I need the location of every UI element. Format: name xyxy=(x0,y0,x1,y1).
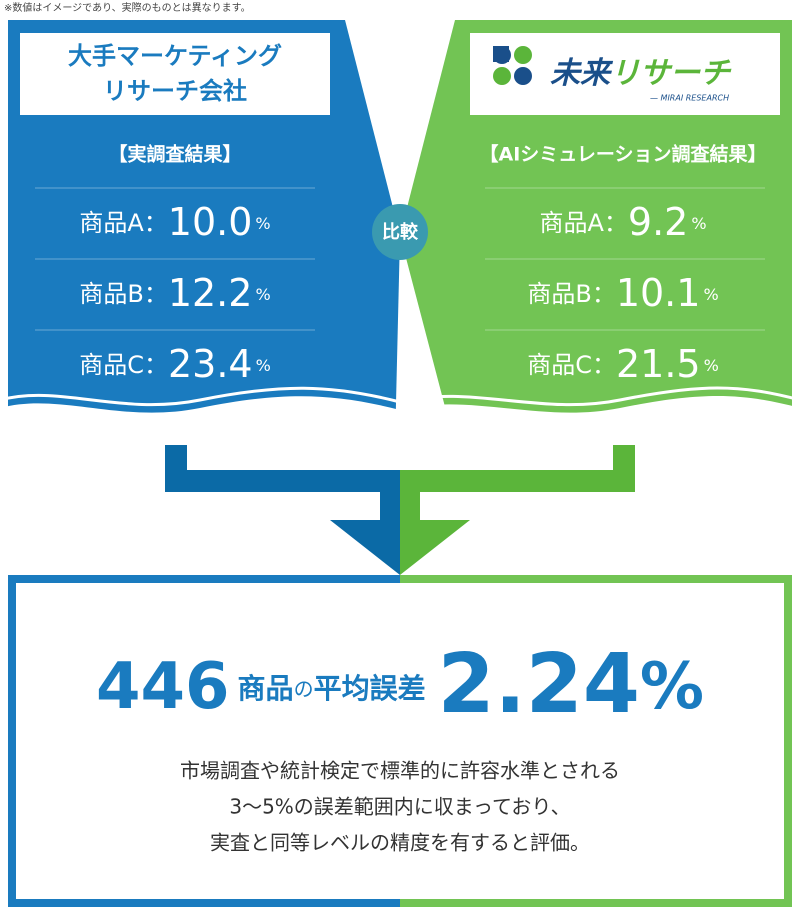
result-headline: 446 商品の平均誤差 2.24% xyxy=(96,637,704,732)
result-row: 商品A：10.0% xyxy=(79,200,270,244)
description: 市場調査や統計検定で標準的に許容水準とされる xyxy=(180,759,620,783)
product-value: 10.1 xyxy=(616,271,701,315)
logo-name-part: リサーチ xyxy=(610,56,732,91)
note: ※数値はイメージであり、実際のものとは異なります。 xyxy=(4,1,251,14)
result-row: 商品B：10.1% xyxy=(527,271,718,315)
product-label: 商品B： xyxy=(79,280,167,308)
product-label: 商品C： xyxy=(527,351,616,379)
logo-name: 未来リサーチ xyxy=(550,56,732,91)
company-name: 大手マーケティング xyxy=(68,42,282,70)
product-unit: % xyxy=(256,356,271,375)
left-panel xyxy=(8,20,400,445)
result-row: 商品B：12.2% xyxy=(79,271,270,315)
product-label: 商品C： xyxy=(79,351,168,379)
result-border-left xyxy=(8,575,400,907)
result-value: 2.24 xyxy=(438,637,640,732)
result-row: 商品A：9.2% xyxy=(539,200,706,244)
result-border-right xyxy=(400,575,792,907)
result-count: 446 xyxy=(96,650,230,724)
product-label: 商品A： xyxy=(79,209,167,237)
product-value: 10.0 xyxy=(168,200,253,244)
product-label: 商品B： xyxy=(527,280,615,308)
heading: 【実調査結果】 xyxy=(108,143,241,166)
arrow-left xyxy=(165,445,400,492)
product-value: 9.2 xyxy=(628,200,688,244)
description: 3〜5%の誤差範囲内に収まっており、 xyxy=(229,795,570,819)
arrow-head-right xyxy=(400,492,470,575)
logo-icon xyxy=(493,46,532,85)
product-unit: % xyxy=(704,356,719,375)
product-unit: % xyxy=(691,214,706,233)
product-value: 12.2 xyxy=(168,271,253,315)
wave-cut xyxy=(0,396,400,445)
product-value: 23.4 xyxy=(168,342,253,386)
wave-line xyxy=(399,386,800,407)
result-count-label: 商品 xyxy=(238,672,294,705)
logo-name-part: 未来 xyxy=(550,56,614,91)
result-metric: 平均誤差 xyxy=(314,672,426,705)
arrow-head-left xyxy=(330,492,400,575)
description: 実査と同等レベルの精度を有すると評価。 xyxy=(210,831,590,855)
wave-line xyxy=(0,386,401,407)
compare-label: 比較 xyxy=(382,221,419,243)
wave-cut xyxy=(400,396,800,445)
results: 商品A：10.0 %商品B：12.2 %商品C：23.4 %商品A：9.2 %商品B：1… xyxy=(35,187,765,386)
compare-badge xyxy=(372,204,428,260)
product-unit: % xyxy=(255,214,270,233)
result-unit: % xyxy=(640,650,704,724)
product-unit: % xyxy=(703,285,718,304)
arrow-right xyxy=(400,445,635,492)
product-label: 商品A： xyxy=(539,209,627,237)
company-box xyxy=(20,33,330,115)
result-row: 商品C：23.4% xyxy=(79,342,271,386)
company-name: リサーチ会社 xyxy=(103,77,247,105)
product-unit: % xyxy=(255,285,270,304)
result-row: 商品C：21.5% xyxy=(527,342,719,386)
heading: 【AIシミュレーション調査結果】 xyxy=(479,143,766,166)
product-value: 21.5 xyxy=(616,342,701,386)
right-panel xyxy=(400,20,792,445)
logo-sub: — MIRAI RESEARCH xyxy=(650,94,729,103)
result-particle: の xyxy=(294,677,314,701)
